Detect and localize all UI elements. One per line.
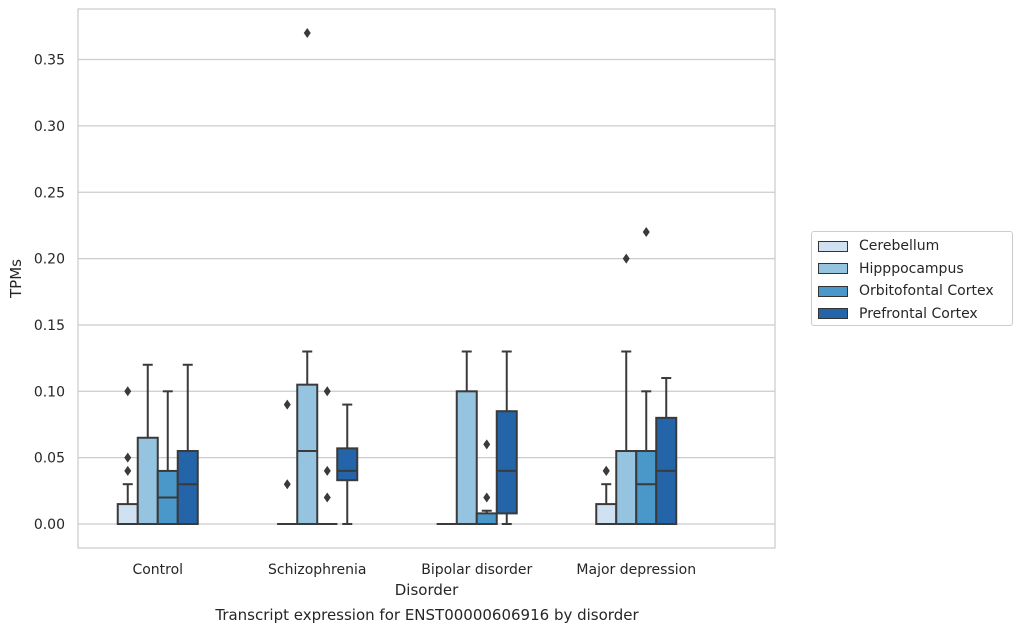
y-tick-label: 0.00 [34, 517, 65, 533]
box-hipppocampus [296, 28, 319, 526]
legend-item: Orbitofontal Cortex [818, 282, 994, 300]
outlier-point [303, 28, 311, 39]
box-orbitofontal-cortex [475, 439, 498, 525]
x-tick-label: Bipolar disorder [421, 562, 532, 578]
box-body [455, 390, 478, 525]
box-body [615, 450, 638, 526]
chart-caption: Transcript expression for ENST0000060691… [215, 606, 639, 624]
x-tick-label: Control [132, 562, 183, 578]
outlier-point [483, 492, 491, 503]
outlier-point [642, 227, 650, 238]
y-axis-label: TPMs [7, 259, 25, 299]
box-body [136, 436, 159, 525]
outlier-point [323, 465, 331, 476]
box-orbitofontal-cortex [317, 386, 338, 525]
outlier-point [283, 479, 291, 490]
outlier-point [283, 399, 291, 410]
legend-swatch [818, 263, 848, 274]
legend-item: Hipppocampus [818, 260, 964, 278]
box-hipppocampus [136, 363, 159, 525]
box-hipppocampus [455, 350, 478, 525]
legend-item: Prefrontal Cortex [818, 305, 978, 323]
box-body [495, 410, 518, 515]
box-prefrontal-cortex [336, 403, 359, 525]
y-tick-label: 0.10 [34, 384, 65, 400]
box-prefrontal-cortex [655, 377, 678, 525]
legend-label: Orbitofontal Cortex [859, 283, 994, 299]
y-tick-label: 0.25 [34, 185, 65, 201]
box-prefrontal-cortex [176, 363, 199, 526]
outlier-point [323, 386, 331, 397]
legend-label: Hipppocampus [859, 260, 964, 277]
box-cerebellum [116, 386, 139, 526]
box-orbitofontal-cortex [156, 390, 179, 526]
box-body [176, 450, 199, 526]
box-cerebellum [277, 399, 298, 525]
y-tick-label: 0.15 [34, 318, 65, 334]
y-tick-label: 0.35 [34, 53, 65, 69]
y-axis-ticks: 0.00 0.05 0.10 0.15 0.20 0.25 0.30 0.35 [34, 53, 65, 533]
box-body [475, 512, 498, 525]
x-axis-ticks: Control Schizophrenia Bipolar disorder Majo… [132, 562, 696, 578]
box-body [336, 447, 359, 482]
legend-swatch [818, 285, 848, 297]
outlier-point [124, 386, 132, 397]
legend-label: Cerebellum [859, 238, 940, 254]
box-body [635, 450, 658, 526]
x-tick-label: Major depression [576, 562, 696, 578]
legend-swatch [818, 308, 848, 319]
box-body [296, 383, 319, 526]
box-hipppocampus [615, 253, 638, 526]
outlier-point [323, 492, 331, 503]
y-tick-label: 0.05 [34, 451, 65, 467]
y-tick-label: 0.20 [34, 252, 65, 268]
plot-frame [77, 8, 776, 549]
legend-swatch [818, 240, 848, 252]
x-tick-label: Schizophrenia [268, 562, 366, 578]
legend: Cerebellum Hipppocampus Orbitofontal Corte… [811, 231, 1013, 326]
box-body [595, 503, 618, 526]
box-cerebellum [595, 465, 618, 526]
outlier-point [124, 452, 132, 463]
outlier-point [602, 465, 610, 476]
box-body [116, 503, 139, 526]
y-tick-label: 0.30 [34, 119, 65, 135]
legend-item: Cerebellum [818, 237, 939, 255]
box-plots [116, 28, 678, 526]
box-orbitofontal-cortex [635, 227, 658, 526]
x-axis-label: Disorder [395, 581, 459, 599]
outlier-point [483, 439, 491, 450]
outlier-point [622, 253, 630, 264]
outlier-point [124, 465, 132, 476]
legend-label: Prefrontal Cortex [859, 305, 978, 322]
box-prefrontal-cortex [495, 350, 518, 525]
